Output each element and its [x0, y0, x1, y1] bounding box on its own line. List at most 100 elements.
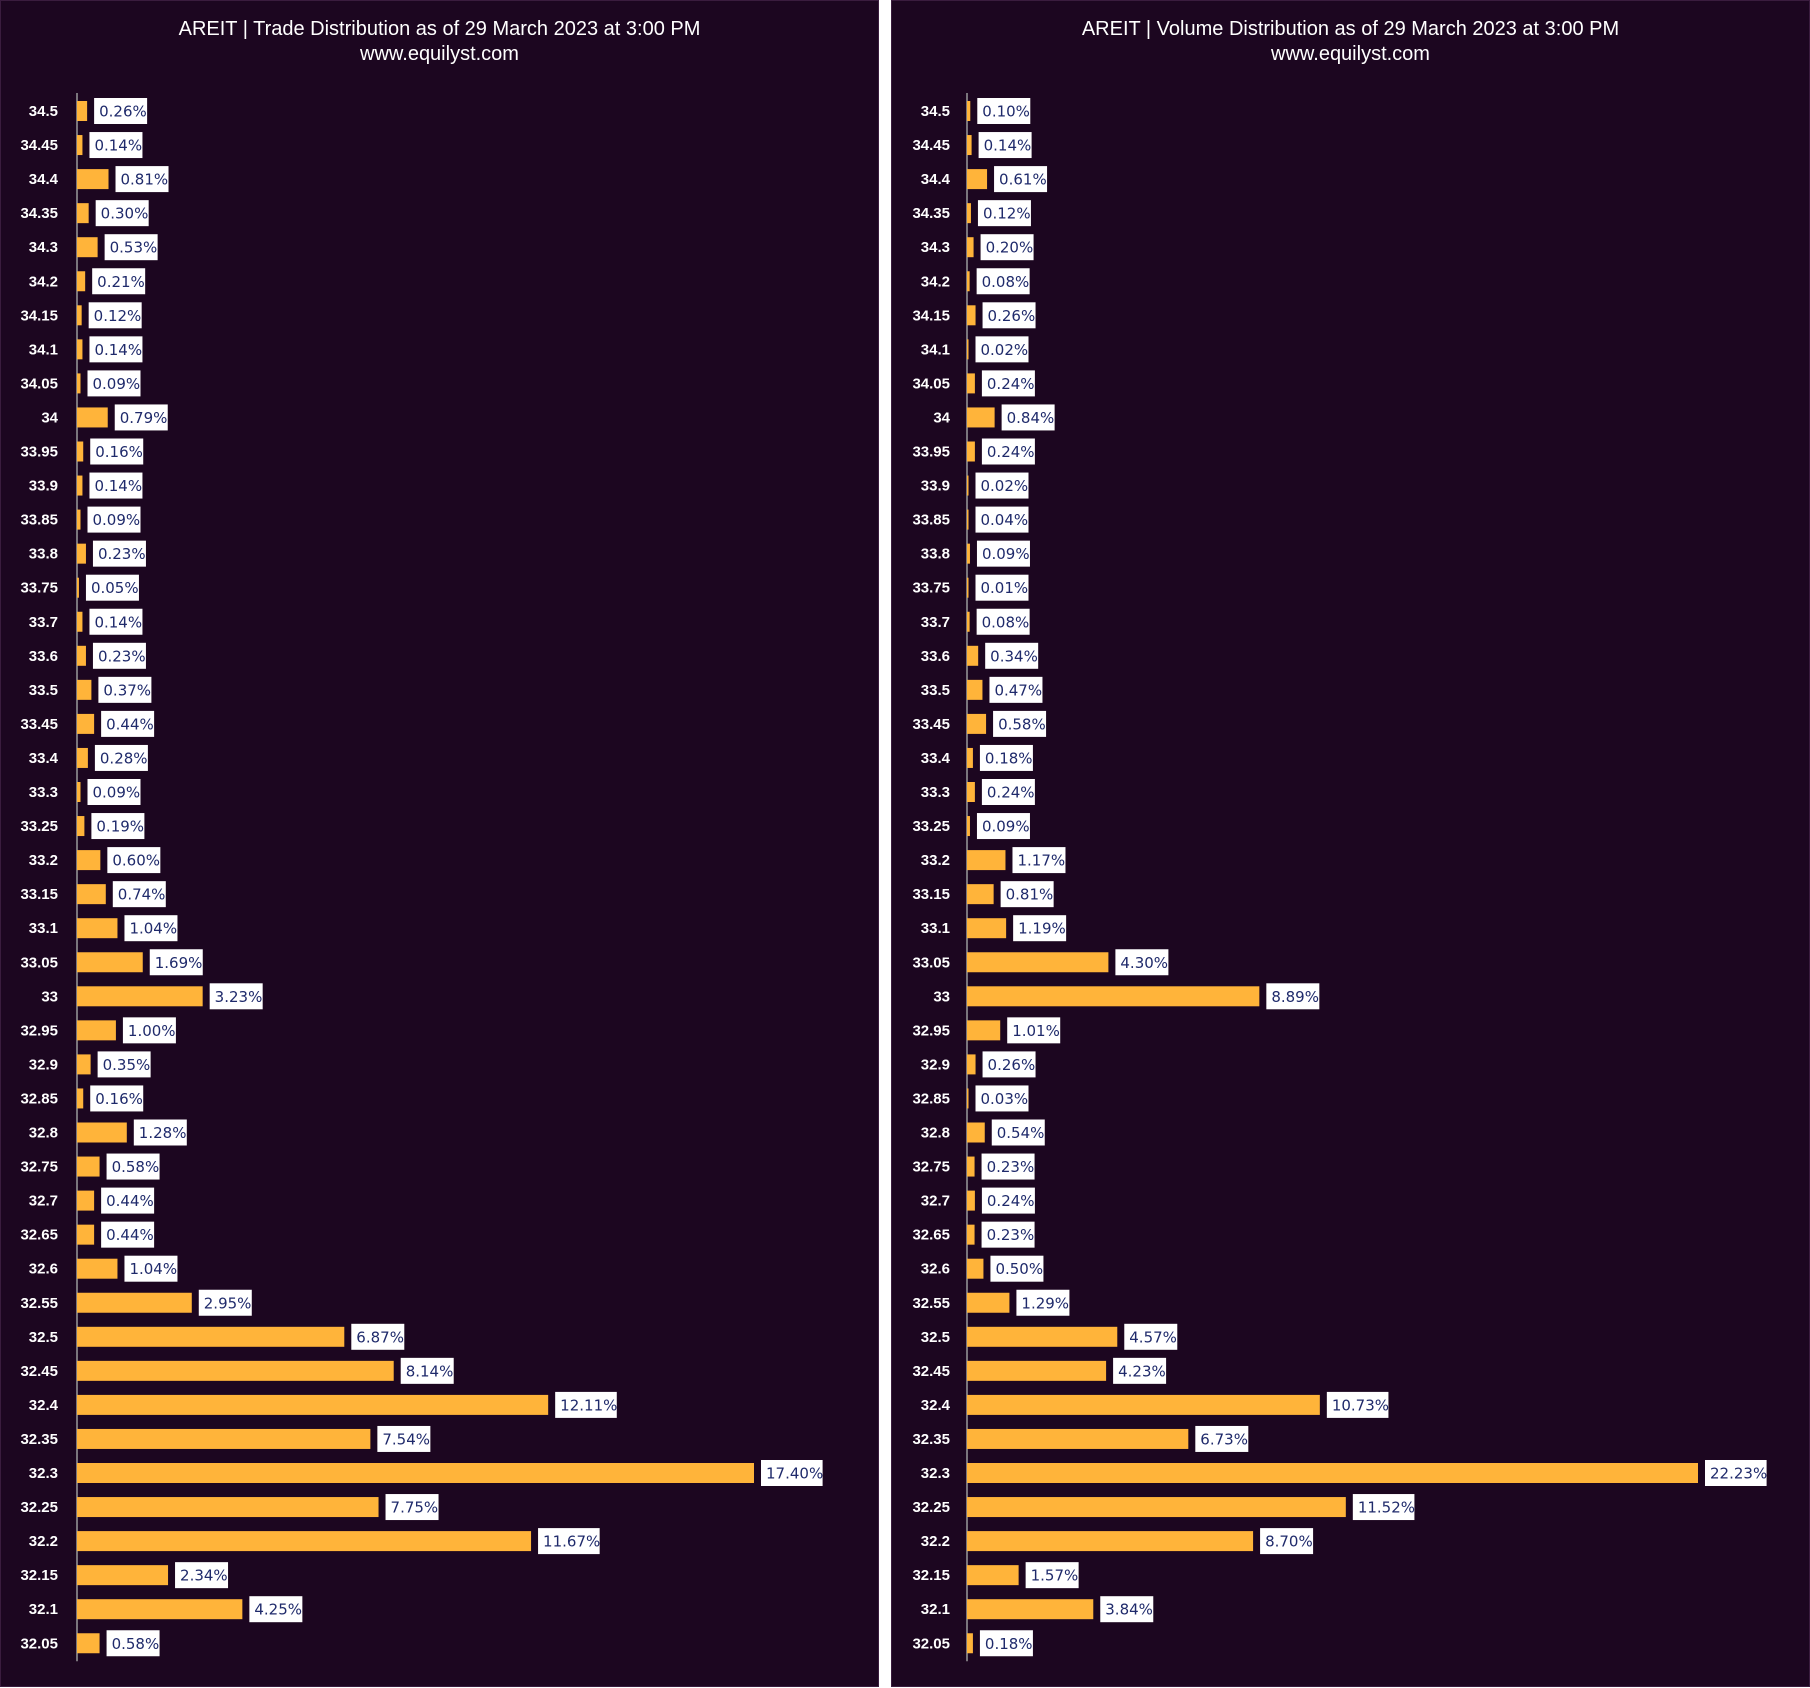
data-label-box [1115, 949, 1169, 976]
bar [967, 1190, 975, 1211]
category-label: 32.7 [921, 1193, 950, 1210]
category-label: 33.15 [20, 886, 58, 903]
bar [77, 1224, 95, 1245]
data-label-box [101, 1187, 155, 1214]
data-label-box [990, 1255, 1044, 1282]
data-label: 0.08% [982, 613, 1030, 631]
data-label: 1.04% [129, 1260, 177, 1278]
data-label: 0.12% [983, 205, 1031, 223]
data-label: 0.14% [984, 137, 1032, 155]
bar [967, 271, 970, 292]
data-label-box [975, 472, 1029, 499]
data-label: 1.17% [1017, 852, 1065, 870]
data-label-box [85, 574, 139, 601]
category-label: 34.1 [29, 341, 58, 358]
category-label: 32.4 [29, 1397, 59, 1414]
bar [77, 509, 81, 530]
category-label: 33.85 [912, 512, 950, 529]
bar [77, 1463, 754, 1483]
data-label-box [377, 1425, 431, 1452]
bar [77, 1326, 345, 1347]
data-label-box [1326, 1391, 1389, 1418]
data-label-box [92, 642, 146, 669]
bar [77, 952, 143, 973]
data-label-box [101, 710, 155, 737]
category-label: 32.3 [921, 1465, 950, 1482]
bar [967, 986, 1260, 1007]
bar [967, 782, 975, 802]
data-label: 1.69% [155, 954, 203, 972]
category-label: 34.35 [20, 205, 58, 222]
data-label: 4.25% [254, 1601, 302, 1619]
chart-title: AREIT | Trade Distribution as of 29 Marc… [178, 18, 701, 40]
bar [967, 645, 979, 666]
data-label-box [92, 268, 146, 295]
bar [77, 611, 83, 632]
data-label-box [90, 438, 144, 465]
data-label-box [87, 506, 141, 533]
category-label: 34.45 [20, 137, 58, 154]
data-label: 0.54% [997, 1124, 1045, 1142]
category-label: 32.2 [29, 1533, 58, 1550]
bar [967, 1599, 1094, 1620]
data-label-box [977, 98, 1031, 124]
category-label: 32.05 [912, 1635, 950, 1652]
data-label-box [115, 166, 169, 193]
category-label: 32.55 [20, 1295, 58, 1312]
trade-distribution-panel: AREIT | Trade Distribution as of 29 Marc… [0, 0, 879, 1687]
data-label: 1.04% [129, 920, 177, 938]
bar [77, 1258, 118, 1279]
data-label-box [977, 200, 1031, 227]
bar [967, 747, 973, 768]
data-label: 0.19% [96, 818, 144, 836]
category-label: 32.9 [29, 1056, 58, 1073]
data-label: 0.44% [106, 715, 154, 733]
category-label: 34.2 [29, 273, 58, 290]
data-label: 0.10% [982, 103, 1030, 121]
bar [77, 782, 81, 802]
category-label: 33.7 [29, 614, 58, 631]
category-label: 32.05 [20, 1635, 58, 1652]
data-label: 6.87% [356, 1328, 404, 1346]
data-label: 0.14% [94, 613, 142, 631]
bar [967, 1224, 975, 1245]
data-label-box [98, 676, 152, 703]
data-label-box [1007, 1017, 1061, 1044]
data-label-box [981, 779, 1035, 805]
chart-title-block: AREIT | Trade Distribution as of 29 Marc… [1, 17, 878, 67]
data-label-box [104, 234, 158, 261]
data-label: 2.34% [180, 1567, 228, 1585]
data-label: 0.09% [93, 375, 141, 393]
data-label: 0.09% [982, 545, 1030, 563]
bar [77, 169, 109, 190]
data-label: 0.05% [91, 579, 139, 597]
category-label: 32.25 [912, 1499, 950, 1516]
data-label-box [95, 200, 149, 227]
bar [77, 1394, 549, 1415]
bar [967, 1360, 1107, 1381]
category-label: 33.5 [29, 682, 58, 699]
data-label-box [385, 1494, 439, 1521]
category-label: 32.6 [29, 1261, 58, 1278]
data-label: 0.14% [94, 137, 142, 155]
bar [77, 1565, 169, 1586]
volume-distribution-chart: 34.5 0.10% 34.45 0.14% 34.4 0.61% 34.35 0.12% 34… [912, 93, 1767, 1662]
bar [77, 407, 108, 428]
data-label: 0.24% [987, 1192, 1035, 1210]
data-label: 0.12% [94, 307, 142, 325]
bar [77, 747, 88, 768]
data-label: 0.58% [112, 1158, 160, 1176]
bar [77, 577, 79, 598]
chart-subtitle: www.equilyst.com [360, 43, 519, 65]
bar [77, 1599, 243, 1620]
category-label: 32.35 [912, 1431, 950, 1448]
bar [967, 203, 971, 224]
data-label-box [133, 1119, 187, 1146]
bar [967, 373, 975, 394]
data-label: 0.08% [982, 273, 1030, 291]
data-label: 0.35% [103, 1056, 151, 1074]
data-label-box [87, 370, 141, 397]
category-label: 33.95 [912, 444, 950, 461]
category-label: 32.55 [912, 1295, 950, 1312]
category-label: 33.4 [921, 750, 951, 767]
